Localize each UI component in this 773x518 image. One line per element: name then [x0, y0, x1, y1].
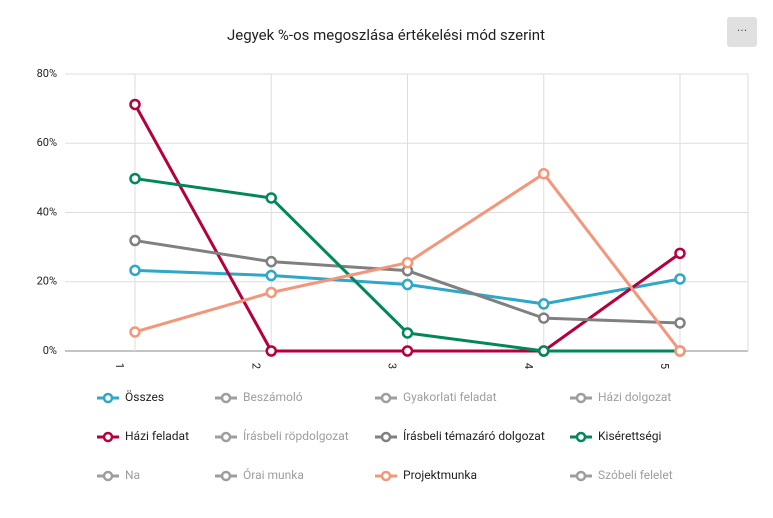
legend-label[interactable]: Írásbeli témazáró dolgozat	[403, 428, 545, 443]
menu-button[interactable]: ···	[727, 17, 757, 47]
legend-marker	[575, 470, 587, 482]
legend-marker	[220, 392, 232, 404]
legend-marker	[102, 470, 114, 482]
point	[265, 345, 277, 357]
x-tick-label: 4	[522, 363, 535, 369]
y-tick-label: 60%	[37, 136, 57, 149]
legend-label[interactable]: Összes	[125, 389, 164, 404]
point	[129, 172, 141, 185]
legend-marker	[575, 431, 587, 443]
x-tick-label: 2	[249, 363, 262, 369]
point	[674, 247, 686, 260]
legend-marker	[380, 431, 392, 443]
y-tick-label: 80%	[37, 67, 57, 80]
point	[265, 286, 277, 299]
point	[265, 192, 277, 204]
point	[401, 278, 414, 291]
x-tick-label: 1	[113, 363, 126, 369]
point	[129, 264, 141, 277]
legend-label[interactable]: Projektmunka	[403, 468, 477, 482]
legend-label[interactable]: Házi dolgozat	[598, 390, 671, 404]
legend-marker	[380, 392, 392, 404]
point	[265, 269, 277, 282]
legend-marker	[220, 431, 232, 443]
point	[401, 327, 414, 339]
point	[129, 234, 141, 247]
x-tick-label: 5	[658, 363, 671, 369]
legend-label[interactable]: Gyakorlati feladat	[403, 390, 497, 404]
legend-label[interactable]: Szóbeli felelet	[598, 468, 673, 482]
point	[538, 345, 550, 357]
x-tick-label: 3	[386, 363, 399, 369]
legend-label[interactable]: Órai munka	[243, 467, 304, 482]
legend-label[interactable]: Na	[125, 468, 140, 482]
legend-marker	[102, 392, 114, 404]
point	[538, 298, 550, 310]
legend-marker	[102, 431, 114, 443]
legend-marker	[575, 392, 587, 404]
y-tick-label: 0%	[43, 344, 57, 357]
point	[401, 256, 414, 269]
legend-marker	[380, 470, 392, 482]
legend-label[interactable]: Házi feladat	[125, 429, 189, 443]
point	[674, 273, 686, 285]
point	[129, 98, 141, 111]
legend-label[interactable]: Kisérettségi	[598, 429, 661, 443]
legend-marker	[220, 470, 232, 482]
legend-label[interactable]: Beszámoló	[243, 390, 303, 404]
chart-title: Jegyek %-os megoszlása értékelési mód sz…	[227, 26, 545, 44]
point	[674, 345, 686, 357]
point	[129, 326, 141, 338]
point	[674, 317, 686, 329]
y-tick-label: 20%	[37, 275, 57, 288]
point	[538, 167, 550, 180]
point	[538, 312, 550, 324]
legend-label[interactable]: Írásbeli röpdolgozat	[243, 428, 349, 443]
point	[265, 255, 277, 268]
point	[401, 345, 414, 357]
y-tick-label: 40%	[37, 205, 57, 218]
